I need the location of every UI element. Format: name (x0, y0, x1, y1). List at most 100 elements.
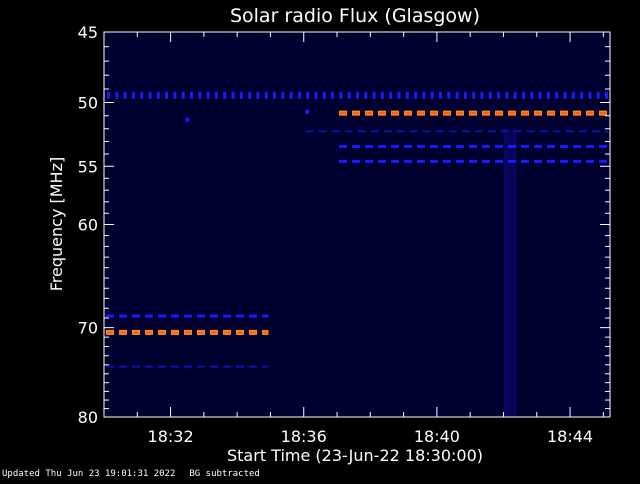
band-segment (184, 365, 192, 368)
band-tick (472, 91, 476, 99)
band-segment (145, 314, 153, 318)
band-segment (508, 145, 517, 149)
band-segment (586, 159, 595, 163)
band-segment (534, 145, 543, 149)
band-tick (364, 91, 368, 99)
band-tick (331, 91, 335, 99)
band-segment (591, 130, 600, 133)
band-core (237, 331, 243, 334)
band-segment (383, 130, 392, 133)
band-core (198, 331, 204, 334)
burst-spot-0 (185, 117, 190, 122)
band-segment (430, 145, 439, 149)
band-segment (106, 365, 114, 368)
band-tick (546, 91, 550, 99)
band-core (392, 112, 399, 115)
y-tick-label-0: 45 (78, 23, 98, 42)
band-segment (352, 159, 361, 163)
band-segment (197, 365, 205, 368)
band-tick (389, 91, 393, 99)
band-segment (339, 145, 348, 149)
band-segment (262, 314, 269, 318)
band-segment (448, 130, 457, 133)
band-3 (339, 145, 608, 149)
band-core (366, 112, 373, 115)
band-segment (435, 130, 444, 133)
band-segment (560, 159, 569, 163)
band-segment (599, 145, 608, 149)
band-segment (430, 159, 439, 163)
band-core (483, 112, 490, 115)
band-core (470, 112, 477, 115)
band-tick (297, 91, 301, 99)
band-segment (552, 130, 561, 133)
band-tick (306, 91, 310, 99)
band-segment (539, 130, 548, 133)
band-tick (522, 91, 525, 99)
band-segment (223, 365, 231, 368)
band-tick (115, 91, 119, 99)
band-segment (422, 130, 431, 133)
band-core (509, 112, 516, 115)
band-tick (239, 91, 243, 99)
band-tick (148, 91, 152, 99)
band-tick (372, 91, 376, 99)
band-tick (430, 91, 434, 99)
band-segment (158, 314, 166, 318)
band-tick (131, 91, 135, 99)
vertical-features (503, 128, 517, 417)
band-tick (190, 91, 193, 99)
band-tick (414, 91, 418, 99)
x-axis-label: Start Time (23-Jun-22 18:30:00) (227, 446, 483, 465)
band-core (379, 112, 386, 115)
band-segment (171, 365, 179, 368)
band-segment (417, 159, 426, 163)
x-axis: 18:32 18:36 18:40 18:44 (103, 32, 604, 446)
band-core (250, 331, 256, 334)
band-segment (236, 365, 244, 368)
band-tick (289, 91, 293, 99)
band-core (185, 331, 191, 334)
band-segment (378, 145, 387, 149)
processing-mode: BG subtracted (189, 469, 260, 479)
band-tick (497, 91, 501, 99)
band-1 (339, 110, 608, 116)
band-segment (344, 130, 353, 133)
band-core (522, 112, 529, 115)
band-segment (318, 130, 327, 133)
y-tick-label-4: 70 (78, 319, 98, 338)
y-axis: 45 50 55 60 70 80 (78, 23, 610, 427)
band-segment (236, 314, 244, 318)
band-tick (281, 91, 285, 99)
band-segment (508, 159, 517, 163)
band-segment (573, 145, 582, 149)
band-segment (145, 365, 153, 368)
band-tick (505, 91, 509, 99)
band-tick (455, 91, 459, 99)
band-segment (331, 130, 340, 133)
band-segment (378, 159, 387, 163)
band-segment (534, 159, 543, 163)
band-tick (405, 91, 409, 99)
band-core (561, 112, 568, 115)
band-core (418, 112, 425, 115)
band-tick (107, 91, 110, 99)
band-tick (314, 91, 318, 99)
chart-title: Solar radio Flux (Glasgow) (230, 5, 480, 27)
band-segment (249, 365, 257, 368)
band-segment (500, 130, 509, 133)
band-tick (339, 91, 343, 99)
band-segment (482, 145, 491, 149)
band-segment (223, 314, 231, 318)
band-core (340, 112, 347, 115)
band-tick (231, 91, 235, 99)
band-segment (132, 365, 140, 368)
band-tick (322, 91, 326, 99)
band-tick (513, 91, 517, 99)
band-segment (513, 130, 522, 133)
band-core (159, 331, 165, 334)
band-core (353, 112, 360, 115)
band-tick (140, 91, 144, 99)
updated-timestamp: Updated Thu Jun 23 19:01:31 2022 (2, 469, 176, 479)
